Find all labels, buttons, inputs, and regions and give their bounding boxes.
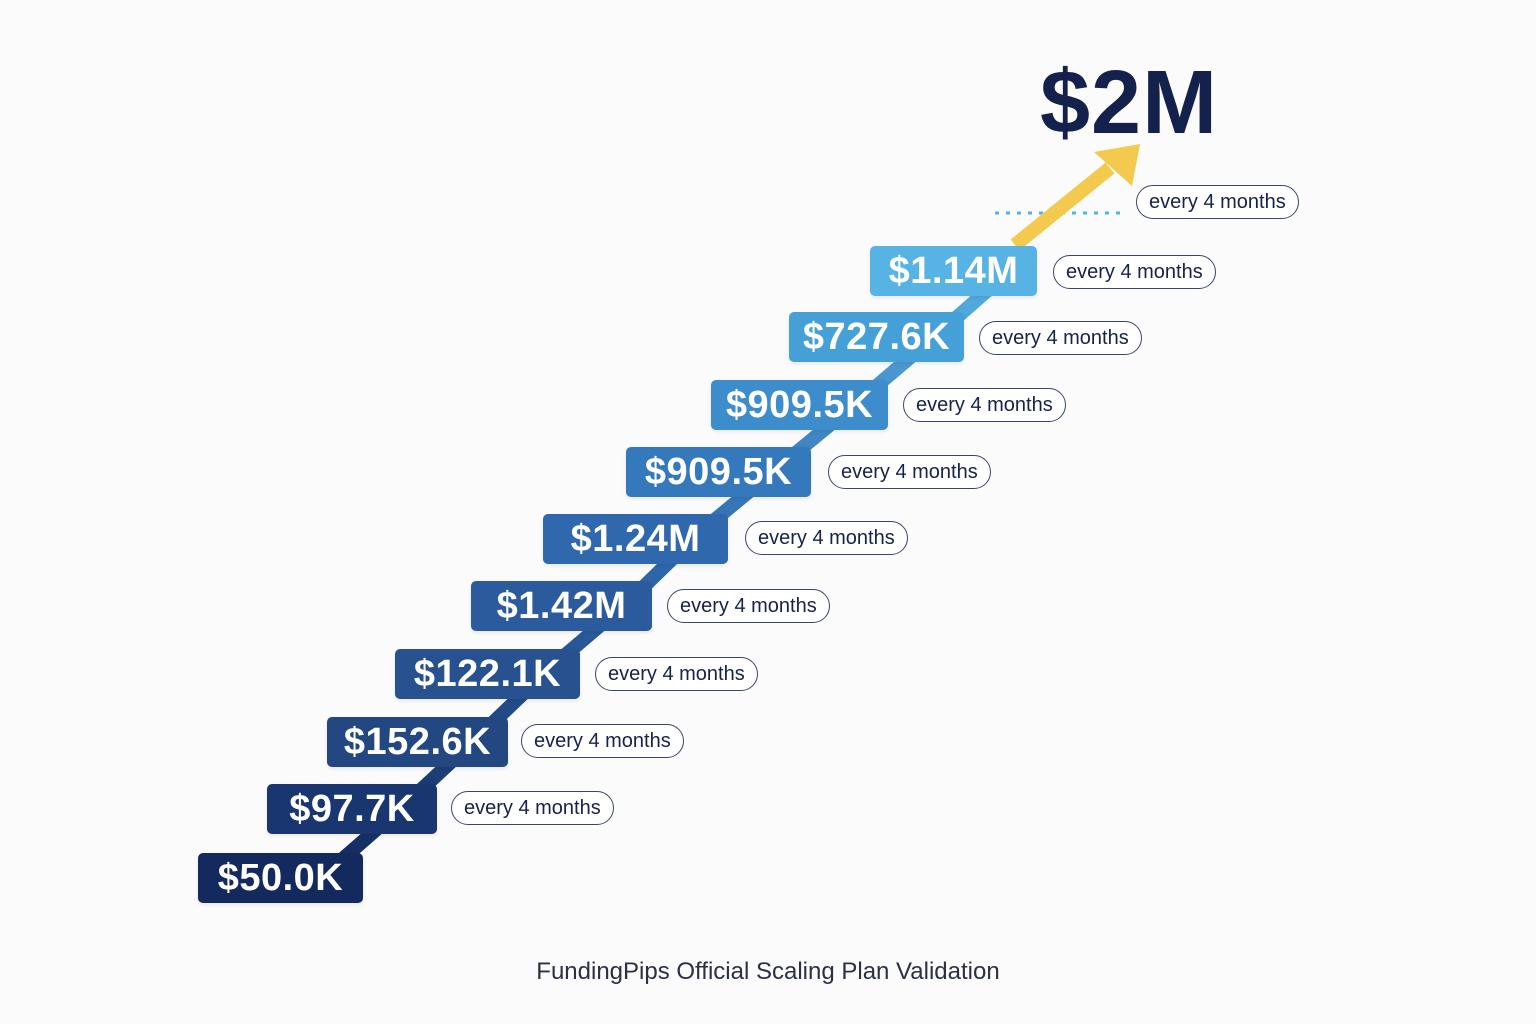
growth-arrow-shaft (1010, 162, 1115, 251)
chart-caption: FundingPips Official Scaling Plan Valida… (536, 958, 1000, 985)
step-box-2: $97.7K (267, 784, 437, 834)
interval-pill-final: every 4 months (1136, 185, 1299, 219)
interval-pill-10: every 4 months (1053, 255, 1216, 289)
interval-pill-5: every 4 months (667, 589, 830, 623)
step-box-1: $50.0K (198, 853, 363, 903)
interval-pill-2: every 4 months (451, 791, 614, 825)
step-box-8: $909.5K (711, 380, 888, 430)
step-box-3: $152.6K (327, 717, 508, 767)
interval-pill-3: every 4 months (521, 724, 684, 758)
step-box-9: $727.6K (789, 312, 964, 362)
target-amount: $2M (1040, 53, 1219, 153)
step-box-4: $122.1K (395, 649, 580, 699)
step-box-10: $1.14M (870, 246, 1037, 296)
interval-pill-6: every 4 months (745, 521, 908, 555)
step-box-7: $909.5K (626, 447, 811, 497)
interval-pill-8: every 4 months (903, 388, 1066, 422)
interval-pill-9: every 4 months (979, 321, 1142, 355)
growth-arrow-icon (1094, 144, 1140, 186)
interval-pill-4: every 4 months (595, 657, 758, 691)
interval-pill-7: every 4 months (828, 455, 991, 489)
step-box-6: $1.24M (543, 514, 728, 564)
step-box-5: $1.42M (471, 581, 652, 631)
